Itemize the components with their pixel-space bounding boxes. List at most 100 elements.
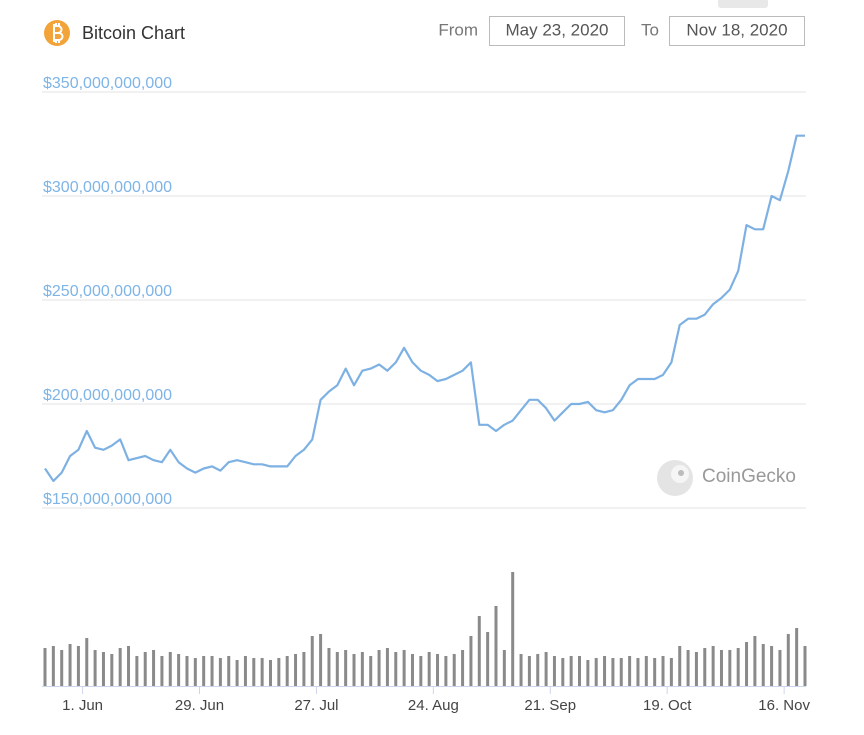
volume-bar <box>694 652 698 686</box>
volume-bar <box>477 616 481 686</box>
volume-bar <box>803 646 807 686</box>
volume-bar <box>68 644 72 686</box>
volume-bar <box>193 658 197 686</box>
volume-bar <box>711 646 715 686</box>
volume-bar <box>76 646 80 686</box>
x-tick-label: 27. Jul <box>294 697 338 714</box>
volume-bar <box>168 652 172 686</box>
y-tick-label: $200,000,000,000 <box>43 387 172 404</box>
volume-bar <box>335 652 339 686</box>
volume-bar <box>252 658 256 686</box>
volume-bar <box>770 646 774 686</box>
volume-bar <box>310 636 314 686</box>
watermark-text: CoinGecko <box>702 466 796 487</box>
y-tick-label: $150,000,000,000 <box>43 491 172 508</box>
volume-bar <box>603 656 607 686</box>
volume-bar <box>669 658 673 686</box>
volume-bar <box>795 628 799 686</box>
volume-bar <box>469 636 473 686</box>
volume-bar <box>352 654 356 686</box>
volume-bar <box>619 658 623 686</box>
volume-bar <box>427 652 431 686</box>
volume-bar <box>686 650 690 686</box>
volume-bar <box>377 650 381 686</box>
volume-bar <box>277 658 281 686</box>
volume-bar <box>160 656 164 686</box>
volume-bar <box>360 652 364 686</box>
volume-bar <box>210 656 214 686</box>
volume-bar <box>578 656 582 686</box>
volume-bar <box>494 606 498 686</box>
volume-bar <box>285 656 289 686</box>
volume-bar <box>410 654 414 686</box>
volume-bar <box>753 636 757 686</box>
x-tick-label: 16. Nov <box>758 697 810 714</box>
volume-bar <box>93 650 97 686</box>
volume-bar <box>636 658 640 686</box>
volume-bar <box>135 656 139 686</box>
volume-bar <box>561 658 565 686</box>
volume-bar <box>761 644 765 686</box>
volume-bar <box>728 650 732 686</box>
volume-bar <box>60 650 64 686</box>
volume-bar <box>402 650 406 686</box>
volume-bar <box>661 656 665 686</box>
volume-bar <box>611 658 615 686</box>
volume-bar <box>152 650 156 686</box>
volume-bar <box>527 656 531 686</box>
y-tick-label: $250,000,000,000 <box>43 283 172 300</box>
x-tick-label: 1. Jun <box>62 697 103 714</box>
watermark: CoinGecko <box>657 460 796 496</box>
volume-bar <box>444 656 448 686</box>
volume-bar <box>486 632 490 686</box>
volume-bar <box>552 656 556 686</box>
volume-bar <box>586 660 590 686</box>
volume-bar <box>177 654 181 686</box>
to-input[interactable] <box>669 16 805 46</box>
bitcoin-icon <box>44 20 70 46</box>
volume-bar <box>544 652 548 686</box>
volume-bar <box>719 650 723 686</box>
volume-bar <box>294 654 298 686</box>
volume-bar <box>202 656 206 686</box>
from-input[interactable] <box>489 16 625 46</box>
volume-bar <box>745 642 749 686</box>
volume-bar <box>327 648 331 686</box>
cut-off-button <box>718 0 768 8</box>
to-date[interactable]: Nov 18, 2020 <box>686 20 787 39</box>
volume-bar <box>51 646 55 686</box>
volume-bar <box>736 648 740 686</box>
volume-bar <box>143 652 147 686</box>
volume-bar <box>536 654 540 686</box>
volume-bar <box>786 634 790 686</box>
volume-bar <box>628 656 632 686</box>
price-line <box>44 134 805 483</box>
volume-bar <box>344 650 348 686</box>
volume-bar <box>461 650 465 686</box>
volume-bar <box>369 656 373 686</box>
volume-bar <box>419 656 423 686</box>
from-date[interactable]: May 23, 2020 <box>505 20 608 39</box>
volume-bar <box>319 634 323 686</box>
volume-bar <box>703 648 707 686</box>
x-tick-label: 24. Aug <box>408 697 459 714</box>
volume-bar <box>569 656 573 686</box>
volume-bar <box>502 650 506 686</box>
volume-bar <box>519 654 523 686</box>
volume-bar <box>243 656 247 686</box>
x-tick-label: 21. Sep <box>524 697 576 714</box>
volume-bar <box>235 660 239 686</box>
from-label: From <box>438 20 478 39</box>
volume-bar <box>385 648 389 686</box>
volume-bar <box>185 656 189 686</box>
volume-bar <box>436 654 440 686</box>
to-label: To <box>641 20 659 39</box>
volume-bar <box>85 638 89 686</box>
volume-bar <box>43 648 47 686</box>
volume-bar <box>268 660 272 686</box>
x-tick-label: 29. Jun <box>175 697 224 714</box>
volume-bar <box>110 654 114 686</box>
x-tick-label: 19. Oct <box>643 697 692 714</box>
y-tick-label: $300,000,000,000 <box>43 179 172 196</box>
